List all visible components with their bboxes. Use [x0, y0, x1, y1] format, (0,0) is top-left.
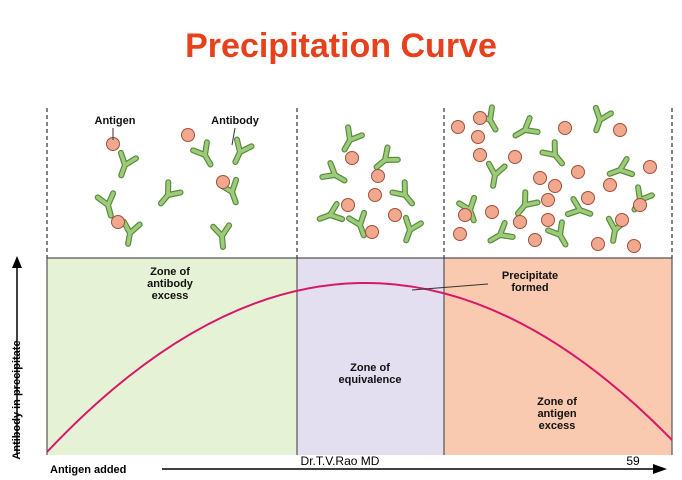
antigen — [473, 148, 487, 162]
zone-antigen-excess — [444, 258, 672, 455]
antibody — [371, 147, 397, 173]
zone-antibody-excess — [47, 258, 297, 455]
molecules — [98, 107, 657, 253]
antibody — [392, 182, 418, 208]
antigen — [473, 111, 487, 125]
zone-label: antigen — [537, 408, 576, 420]
antibody — [228, 140, 251, 166]
antigen — [453, 227, 467, 241]
antigen — [365, 225, 379, 239]
antigen — [485, 205, 499, 219]
antibody — [322, 163, 348, 187]
antibody — [486, 223, 512, 247]
antibody — [317, 204, 342, 226]
zone-borders — [46, 257, 673, 455]
antibody-pointer — [231, 127, 236, 146]
antigen-label: Antigen — [95, 115, 136, 127]
antibody — [511, 118, 537, 142]
antibody — [98, 193, 119, 217]
antibody — [338, 127, 362, 153]
antigen — [558, 121, 572, 135]
title: Precipitation Curve — [185, 27, 497, 65]
antibody — [548, 222, 572, 248]
curve-label: Precipitate — [502, 270, 558, 282]
y-axis-label: Antibody in precipitate — [11, 340, 23, 459]
antigen — [181, 128, 195, 142]
antigen — [615, 213, 629, 227]
antigen — [111, 215, 125, 229]
antigen — [548, 179, 562, 193]
zone-label: excess — [152, 290, 189, 302]
zone-label: Zone of — [537, 396, 577, 408]
antigen — [633, 198, 647, 212]
antigen — [581, 191, 595, 205]
antibody-label: Antibody — [211, 115, 260, 127]
antigen — [388, 208, 402, 222]
panel-dividers — [46, 108, 673, 258]
page-number: 59 — [626, 454, 640, 468]
antigen — [345, 151, 359, 165]
antigen — [458, 208, 472, 222]
antigen — [571, 165, 585, 179]
antibody — [213, 225, 231, 247]
antigen — [371, 169, 385, 183]
footer-author: Dr.T.V.Rao MD — [301, 454, 380, 468]
y-arrowhead — [12, 256, 22, 268]
antibody — [512, 192, 538, 218]
precipitation-curve — [46, 281, 673, 453]
antibody — [589, 108, 611, 133]
antigen — [591, 237, 605, 251]
antibody — [607, 159, 632, 181]
leader-line — [411, 283, 489, 291]
zones — [46, 257, 673, 455]
antigen — [508, 150, 522, 164]
x-axis-label: Antigen added — [50, 464, 126, 476]
antigen — [533, 171, 547, 185]
zone-label: antibody — [147, 278, 194, 290]
antibody — [542, 142, 568, 168]
antigen — [643, 160, 657, 174]
zone-label: Zone of — [350, 362, 390, 374]
zone-label: excess — [539, 420, 576, 432]
antigen — [471, 130, 485, 144]
curve-label: formed — [511, 282, 548, 294]
antigen — [216, 175, 230, 189]
antibody — [399, 218, 421, 243]
zone-label: Zone of — [150, 266, 190, 278]
antigen — [541, 193, 555, 207]
antigen — [528, 233, 542, 247]
antibody — [114, 153, 136, 178]
x-arrowhead — [653, 464, 667, 474]
antigen — [627, 239, 641, 253]
antibody — [193, 142, 217, 168]
antibody — [485, 164, 504, 187]
antibody — [155, 182, 181, 208]
antigen — [613, 123, 627, 137]
antigen — [513, 215, 527, 229]
antigen — [451, 120, 465, 134]
zone-label: equivalence — [339, 374, 402, 386]
antigen — [541, 213, 555, 227]
zone-equivalence — [297, 258, 444, 455]
antigen — [341, 198, 355, 212]
antigen — [368, 188, 382, 202]
antigen — [603, 178, 617, 192]
